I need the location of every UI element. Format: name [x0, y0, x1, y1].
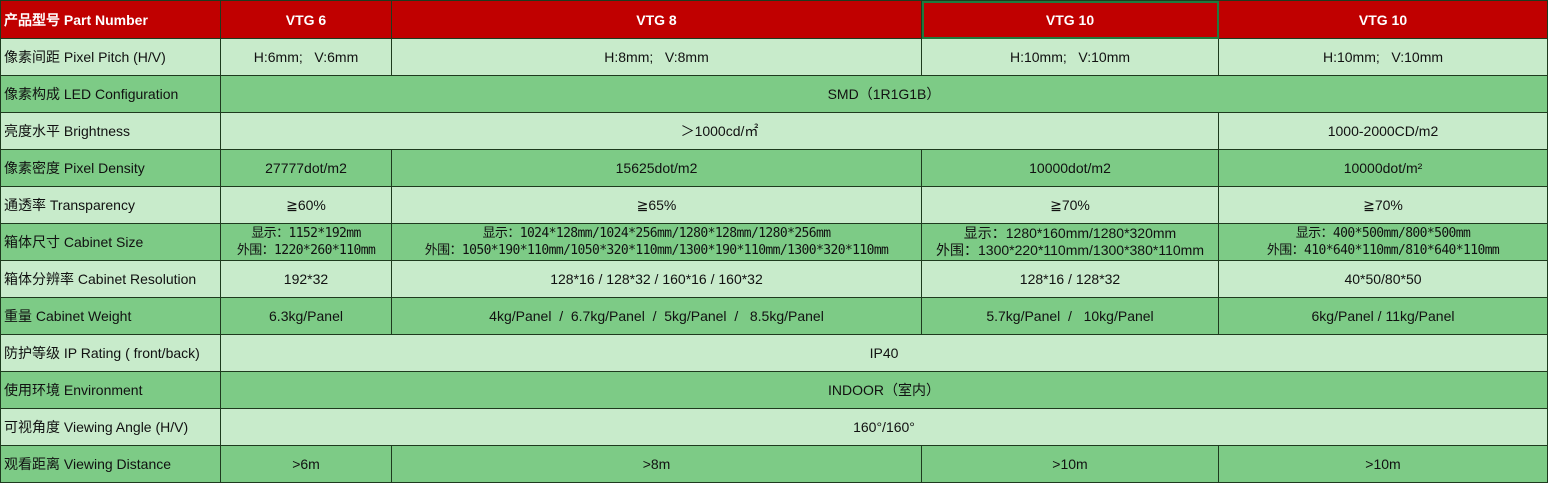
spec-value-line: 显示：400*500mm/800*500mm [1295, 226, 1471, 241]
spec-value-cell[interactable]: 10000dot/m2 [921, 149, 1219, 187]
spec-value-cell[interactable]: >10m [1218, 445, 1548, 483]
table-row: 像素间距 Pixel Pitch (H/V) H:6mm; V:6mm H:8mm;… [0, 38, 1548, 76]
table-row: 像素密度 Pixel Density 27777dot/m2 15625dot/m2… [0, 149, 1548, 187]
table-row: 箱体尺寸 Cabinet Size 显示：1152*192mm 外围：1220*26… [0, 223, 1548, 261]
spec-value-cell[interactable]: ≧70% [921, 186, 1219, 224]
header-model-cell[interactable]: VTG 6 [220, 0, 392, 39]
table-row: 像素构成 LED Configuration SMD（1R1G1B） [0, 75, 1548, 113]
spec-value-cell[interactable]: ≧60% [220, 186, 392, 224]
spec-value-cell[interactable]: ≧65% [391, 186, 922, 224]
spec-value-line: 外围：410*640*110mm/810*640*110mm [1266, 243, 1500, 258]
spec-value-cell[interactable]: 40*50/80*50 [1218, 260, 1548, 298]
header-label-cell[interactable]: 产品型号 Part Number [0, 0, 221, 39]
spec-value-cell[interactable]: H:10mm; V:10mm [921, 38, 1219, 76]
spec-value-cell[interactable]: 5.7kg/Panel / 10kg/Panel [921, 297, 1219, 335]
row-label-cell[interactable]: 箱体分辨率 Cabinet Resolution [0, 260, 221, 298]
row-label-cell[interactable]: 防护等级 IP Rating ( front/back) [0, 334, 221, 372]
spec-value-line: 外围：1300*220*110mm/1300*380*110mm [936, 242, 1204, 258]
spec-value-line: 显示：1280*160mm/1280*320mm [963, 225, 1177, 241]
spec-value-cell[interactable]: 128*16 / 128*32 [921, 260, 1219, 298]
spec-value-cell[interactable]: 128*16 / 128*32 / 160*16 / 160*32 [391, 260, 922, 298]
spec-value-cell[interactable]: 15625dot/m2 [391, 149, 922, 187]
spec-value-cell[interactable]: 160°/160° [220, 408, 1548, 446]
row-label-cell[interactable]: 像素密度 Pixel Density [0, 149, 221, 187]
spec-value-cell[interactable]: 4kg/Panel / 6.7kg/Panel / 5kg/Panel / 8.… [391, 297, 922, 335]
row-label-cell[interactable]: 像素构成 LED Configuration [0, 75, 221, 113]
row-label-cell[interactable]: 可视角度 Viewing Angle (H/V) [0, 408, 221, 446]
table-row: 亮度水平 Brightness ＞1000cd/㎡ 1000-2000CD/m2 [0, 112, 1548, 150]
table-row: 使用环境 Environment INDOOR（室内） [0, 371, 1548, 409]
spec-value-cell[interactable]: >10m [921, 445, 1219, 483]
spec-value-cell[interactable]: ≧70% [1218, 186, 1548, 224]
table-row: 箱体分辨率 Cabinet Resolution 192*32 128*16 / 1… [0, 260, 1548, 298]
row-label-cell[interactable]: 通透率 Transparency [0, 186, 221, 224]
spec-value-line: 外围：1050*190*110mm/1050*320*110mm/1300*19… [424, 243, 889, 258]
spec-value-cell[interactable]: 6.3kg/Panel [220, 297, 392, 335]
spec-value-cell[interactable]: SMD（1R1G1B） [220, 75, 1548, 113]
row-label-cell[interactable]: 像素间距 Pixel Pitch (H/V) [0, 38, 221, 76]
spec-value-cell[interactable]: IP40 [220, 334, 1548, 372]
table-row: 通透率 Transparency ≧60% ≧65% ≧70% ≧70% [0, 186, 1548, 224]
row-label-cell[interactable]: 重量 Cabinet Weight [0, 297, 221, 335]
spec-value-cell[interactable]: 10000dot/m² [1218, 149, 1548, 187]
table-row: 观看距离 Viewing Distance >6m >8m >10m >10m [0, 445, 1548, 483]
row-label-cell[interactable]: 箱体尺寸 Cabinet Size [0, 223, 221, 261]
header-model-cell[interactable]: VTG 10 [1218, 0, 1548, 39]
spec-value-cell[interactable]: >8m [391, 445, 922, 483]
spec-value-cell[interactable]: 27777dot/m2 [220, 149, 392, 187]
row-label-cell[interactable]: 使用环境 Environment [0, 371, 221, 409]
table-row: 重量 Cabinet Weight 6.3kg/Panel 4kg/Panel / … [0, 297, 1548, 335]
spec-value-cell[interactable]: 1000-2000CD/m2 [1218, 112, 1548, 150]
spec-value-cell[interactable]: H:8mm; V:8mm [391, 38, 922, 76]
spec-value-cell[interactable]: H:10mm; V:10mm [1218, 38, 1548, 76]
spec-value-cell[interactable]: H:6mm; V:6mm [220, 38, 392, 76]
spec-value-cell[interactable]: 显示：1152*192mm 外围：1220*260*110mm [220, 223, 392, 261]
spec-value-cell[interactable]: 显示：1024*128mm/1024*256mm/1280*128mm/1280… [391, 223, 922, 261]
row-label-cell[interactable]: 观看距离 Viewing Distance [0, 445, 221, 483]
row-label-cell[interactable]: 亮度水平 Brightness [0, 112, 221, 150]
spec-value-cell[interactable]: 192*32 [220, 260, 392, 298]
spec-value-cell[interactable]: 显示：400*500mm/800*500mm 外围：410*640*110mm/8… [1218, 223, 1548, 261]
spec-value-cell[interactable]: >6m [220, 445, 392, 483]
table-row: 可视角度 Viewing Angle (H/V) 160°/160° [0, 408, 1548, 446]
spec-value-cell[interactable]: INDOOR（室内） [220, 371, 1548, 409]
spec-value-line: 显示：1024*128mm/1024*256mm/1280*128mm/1280… [482, 226, 832, 241]
spec-value-line: 显示：1152*192mm [251, 226, 361, 241]
header-model-cell[interactable]: VTG 8 [391, 0, 922, 39]
spec-value-cell[interactable]: 显示：1280*160mm/1280*320mm 外围：1300*220*110m… [921, 223, 1219, 261]
spec-value-line: 外围：1220*260*110mm [236, 243, 376, 258]
header-model-cell[interactable]: VTG 10 [921, 0, 1219, 39]
table-row: 防护等级 IP Rating ( front/back) IP40 [0, 334, 1548, 372]
spec-value-cell[interactable]: 6kg/Panel / 11kg/Panel [1218, 297, 1548, 335]
spec-value-cell[interactable]: ＞1000cd/㎡ [220, 112, 1219, 150]
header-row: 产品型号 Part Number VTG 6 VTG 8 VTG 10 VTG 10 [0, 0, 1548, 39]
